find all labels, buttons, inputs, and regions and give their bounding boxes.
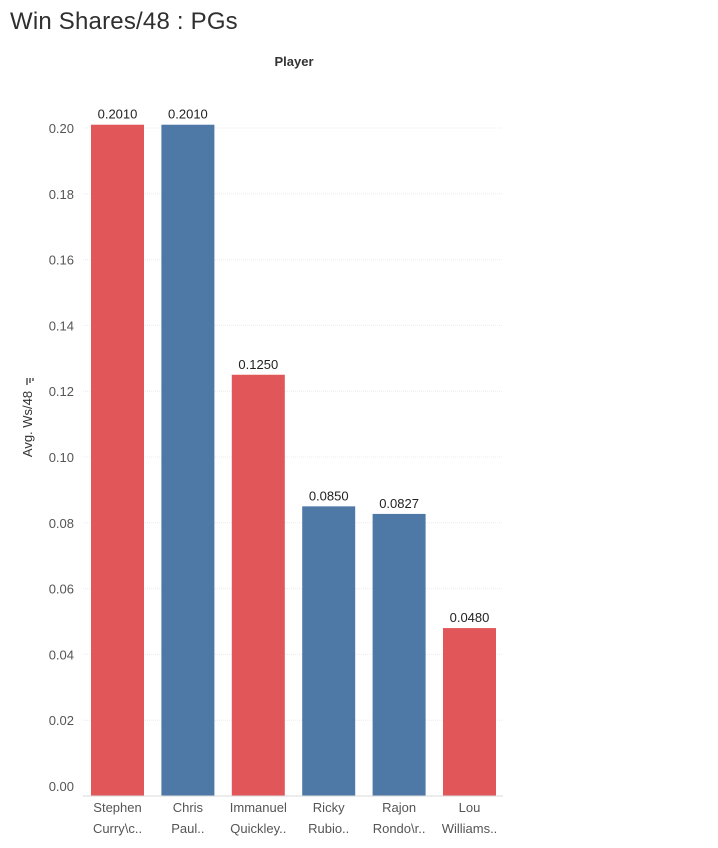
page-title: Win Shares/48 : PGs xyxy=(10,8,238,35)
bar[interactable] xyxy=(91,124,144,796)
value-label: 0.0480 xyxy=(450,610,490,625)
bar[interactable] xyxy=(443,628,496,796)
y-tick-label: 0.08 xyxy=(49,516,74,531)
x-tick-label: Williams.. xyxy=(442,821,498,836)
y-tick-label: 0.16 xyxy=(49,253,74,268)
x-tick-label: Stephen xyxy=(93,800,141,815)
y-tick-label: 0.00 xyxy=(49,779,74,794)
y-tick-label: 0.10 xyxy=(49,450,74,465)
y-tick-label: 0.06 xyxy=(49,582,74,597)
x-tick-label: Rubio.. xyxy=(308,821,349,836)
y-axis-ticks: 0.00 0.02 0.04 0.06 0.08 0.10 0.12 0.14 0.16 0.18… xyxy=(49,121,74,794)
bar[interactable] xyxy=(231,374,285,796)
x-axis-labels: Stephen Curry\c.. Chris Paul.. Immanuel Quick… xyxy=(93,800,497,836)
value-label: 0.2010 xyxy=(168,107,208,122)
x-tick-label: Quickley.. xyxy=(230,821,286,836)
value-label: 0.1250 xyxy=(238,357,278,372)
value-label: 0.0827 xyxy=(379,496,419,511)
y-tick-label: 0.02 xyxy=(49,713,74,728)
y-tick-label: 0.14 xyxy=(49,318,74,333)
column-header: Player xyxy=(274,54,313,69)
value-label: 0.2010 xyxy=(98,107,138,122)
bars xyxy=(91,124,496,796)
value-label: 0.0850 xyxy=(309,488,349,503)
x-tick-label: Rajon xyxy=(382,800,416,815)
x-tick-label: Immanuel xyxy=(230,800,287,815)
bar[interactable] xyxy=(372,513,426,796)
value-labels: 0.2010 0.2010 0.1250 0.0850 0.0827 0.0480 xyxy=(98,107,490,625)
y-axis-title: Avg. Ws/48 xyxy=(20,391,35,457)
sort-icon[interactable] xyxy=(25,375,36,385)
x-tick-label: Lou xyxy=(459,800,481,815)
y-tick-label: 0.18 xyxy=(49,187,74,202)
x-tick-label: Ricky xyxy=(313,800,345,815)
x-tick-label: Paul.. xyxy=(171,821,204,836)
y-axis-label: Avg. Ws/48 xyxy=(20,391,35,457)
y-tick-label: 0.04 xyxy=(49,647,74,662)
x-tick-label: Chris xyxy=(173,800,204,815)
bar[interactable] xyxy=(302,506,356,796)
x-tick-label: Rondo\r.. xyxy=(373,821,426,836)
x-tick-label: Curry\c.. xyxy=(93,821,142,836)
y-tick-label: 0.12 xyxy=(49,384,74,399)
y-tick-label: 0.20 xyxy=(49,121,74,136)
bar[interactable] xyxy=(161,124,215,796)
gridlines xyxy=(83,127,503,721)
